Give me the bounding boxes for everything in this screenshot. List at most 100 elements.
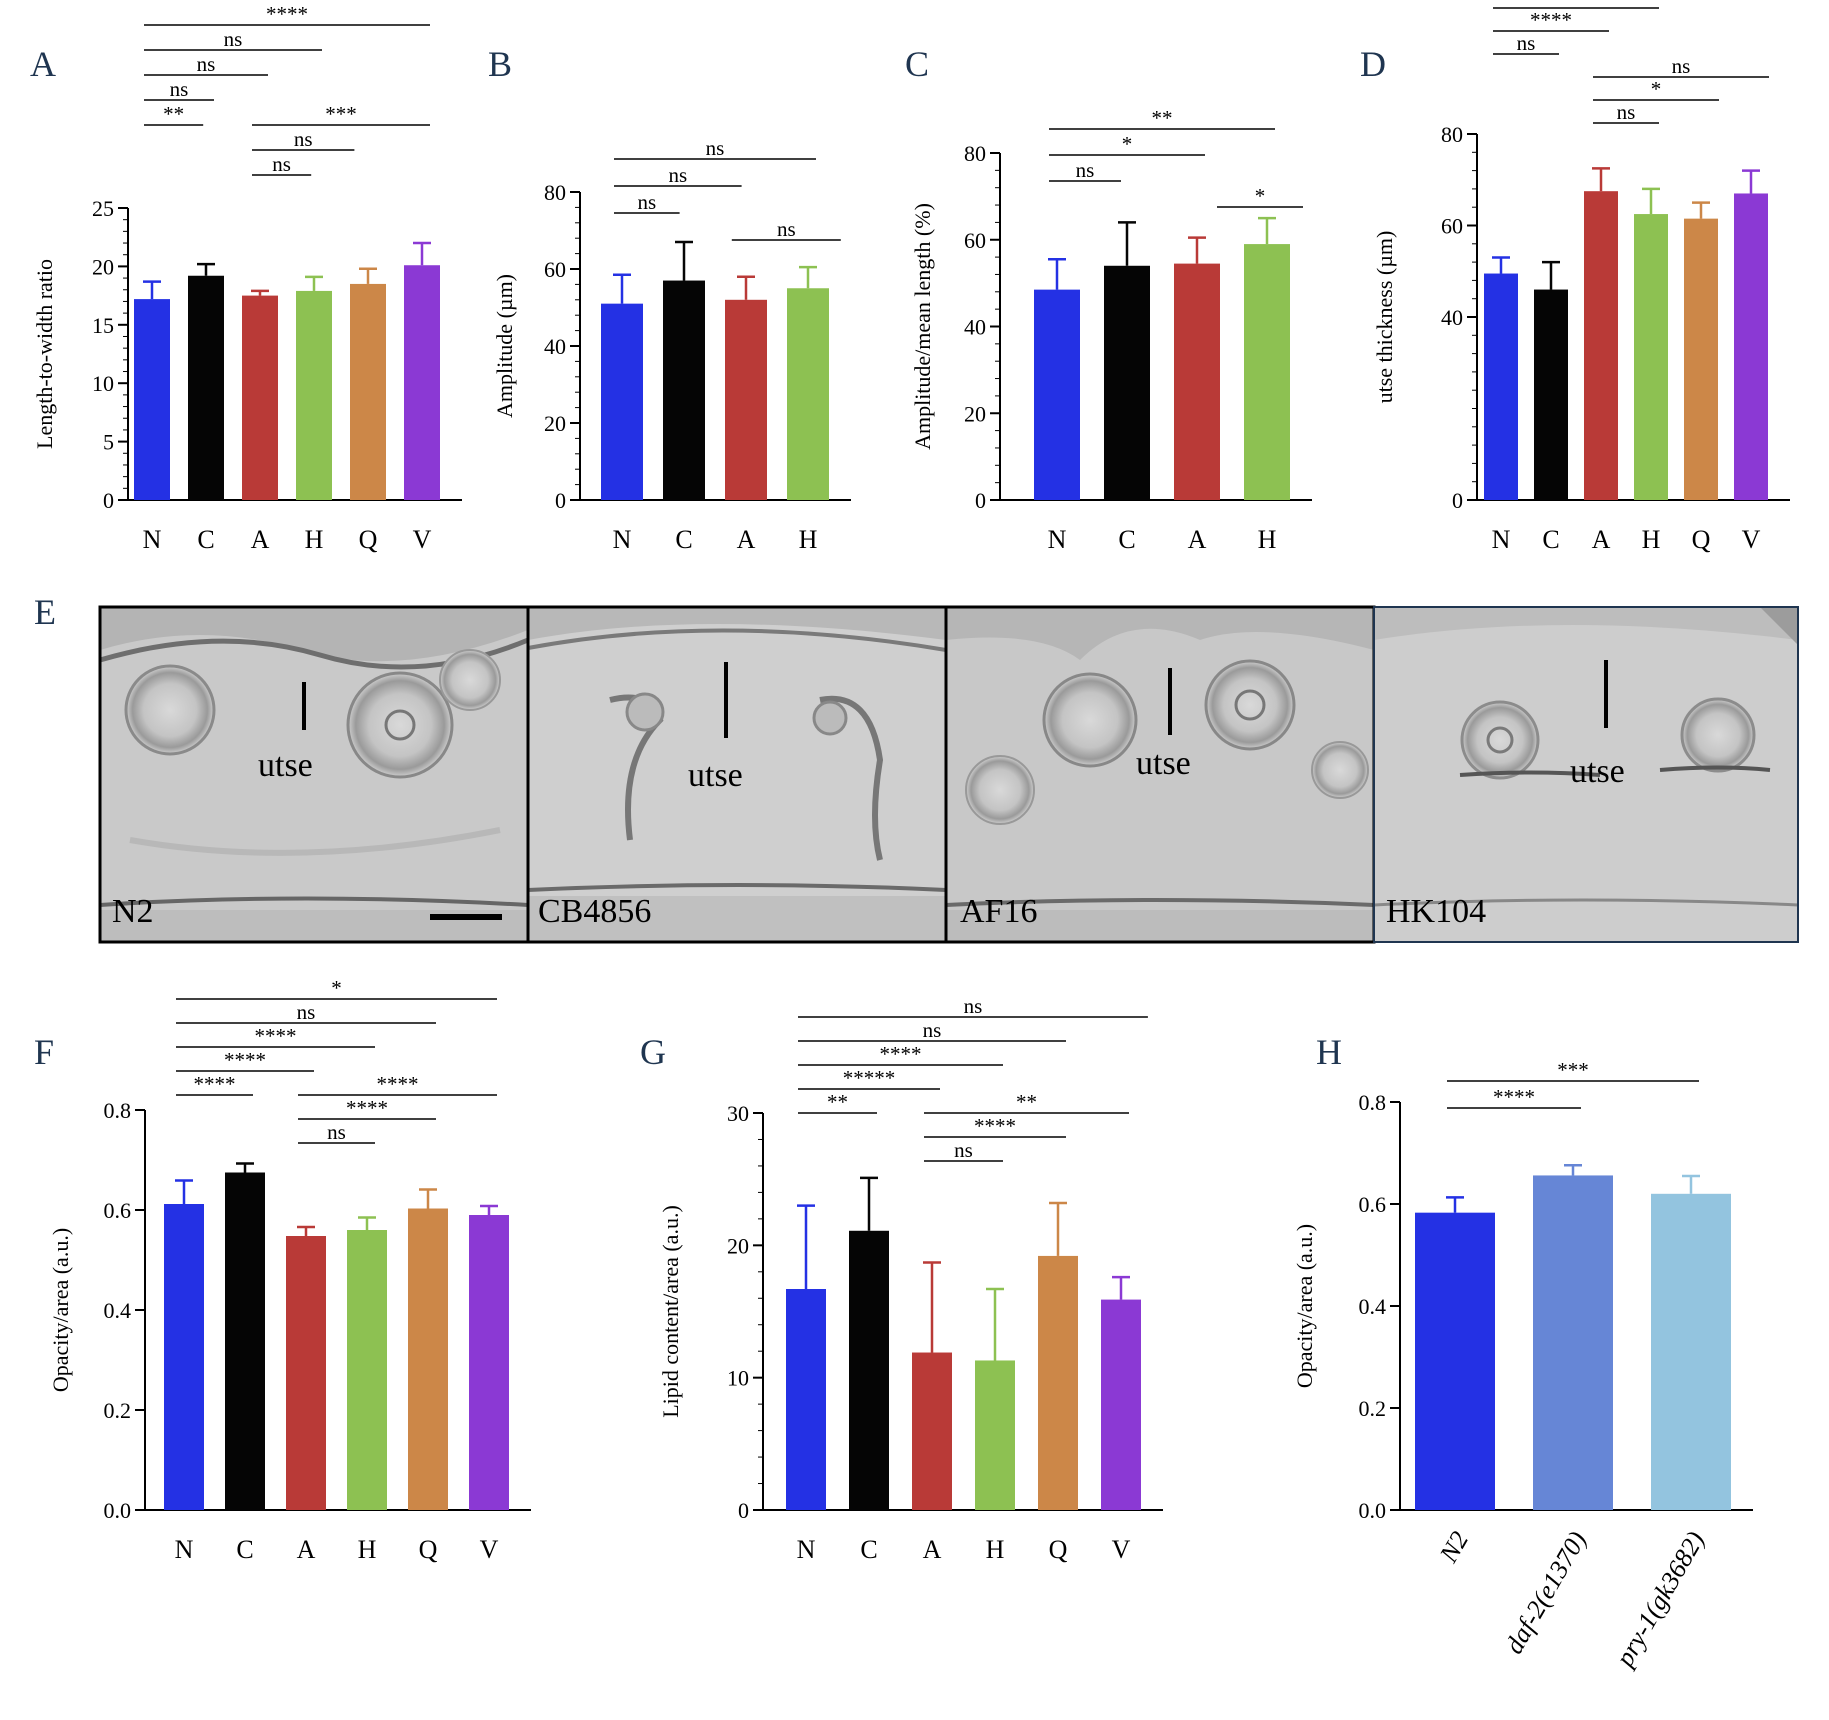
category-label-b: A [737,525,756,554]
category-label-g: N [797,1535,816,1564]
y-tick-label-g: 0 [738,1498,749,1523]
category-label-b: H [799,525,818,554]
category-label-b: N [613,525,632,554]
micrograph-strip: utse N2 utse CB4856 [98,605,1799,944]
category-label-a: Q [359,525,378,554]
bar-a-5 [404,265,440,500]
y-tick-label-d: 60 [1441,214,1463,239]
significance-label-a: ns [272,152,291,176]
significance-label-h: **** [1493,1085,1535,1109]
y-tick-label-a: 25 [92,196,114,221]
utse-label-hk104: utse [1570,753,1625,790]
bar-b-0 [601,303,643,500]
bar-b-2 [725,299,767,500]
category-label-g: A [923,1535,942,1564]
category-label-g: Q [1049,1535,1068,1564]
category-label-d: H [1642,525,1661,554]
category-label-g: C [860,1535,877,1564]
chart-g: 0 10 20 30 Lipid content/area (a.u.) N C A H Q Vns… [658,994,1163,1564]
significance-label-f: **** [194,1072,236,1096]
significance-label-b: ns [706,136,725,160]
category-label-h: daf-2(e1370) [1499,1527,1592,1659]
significance-label-f: ns [297,1000,316,1024]
significance-label-c: ** [1152,106,1173,130]
bar-h-2 [1651,1193,1731,1510]
category-label-d: N [1492,525,1511,554]
y-tick-label-d: 80 [1441,122,1463,147]
significance-label-b: ns [637,190,656,214]
significance-label-a: **** [266,2,308,26]
micrograph-hk104: utse HK104 [1373,606,1799,943]
bar-f-3 [347,1230,387,1510]
significance-label-d: ns [1617,100,1636,124]
category-label-c: H [1258,525,1277,554]
panel-label-a: A [30,44,56,84]
bar-f-4 [408,1208,448,1510]
y-tick-label-a: 15 [92,313,114,338]
category-label-g: H [986,1535,1005,1564]
significance-label-c: * [1255,184,1266,208]
category-label-f: Q [419,1535,438,1564]
y-tick-label-a: 10 [92,371,114,396]
significance-label-d: **** [1530,8,1572,32]
significance-label-b: ns [777,217,796,241]
y-tick-label-a: 5 [103,430,114,455]
bar-a-3 [296,290,332,500]
category-label-f: C [236,1535,253,1564]
strain-label-hk104: HK104 [1386,893,1486,930]
y-tick-label-h: 0.0 [1359,1498,1387,1523]
utse-label-cb4856: utse [688,757,743,794]
y-tick-label-b: 20 [544,411,566,436]
category-label-h: N2 [1433,1527,1474,1569]
y-tick-label-a: 0 [103,488,114,513]
bar-c-1 [1104,265,1150,500]
category-label-d: Q [1692,525,1711,554]
panel-label-e: E [34,592,56,632]
bar-d-3 [1634,214,1668,500]
y-tick-label-g: 20 [727,1233,749,1258]
bar-b-1 [663,280,705,500]
panel-label-c: C [905,44,929,84]
category-label-h: pry-1(gk3682) [1609,1527,1710,1673]
significance-label-g: **** [880,1042,922,1066]
category-label-g: V [1112,1535,1131,1564]
panel-label-d: D [1360,44,1386,84]
y-tick-label-d: 0 [1452,488,1463,513]
bar-f-2 [286,1236,326,1510]
bar-g-3 [975,1360,1015,1510]
panel-label-g: G [640,1032,666,1072]
y-tick-label-g: 30 [727,1101,749,1126]
category-label-a: C [197,525,214,554]
bar-d-0 [1484,273,1518,500]
y-tick-label-a: 20 [92,254,114,279]
y-tick-label-c: 60 [964,228,986,253]
utse-label-af16: utse [1136,745,1191,782]
bar-f-1 [225,1172,265,1510]
bar-g-2 [912,1352,952,1510]
bar-g-0 [786,1289,826,1510]
significance-label-g: ** [1016,1090,1037,1114]
bar-g-1 [849,1230,889,1510]
y-tick-label-f: 0.4 [104,1298,132,1323]
y-tick-label-h: 0.4 [1359,1294,1387,1319]
y-tick-label-c: 0 [975,488,986,513]
category-label-a: A [251,525,270,554]
significance-label-g: ***** [843,1066,896,1090]
category-label-c: N [1048,525,1067,554]
y-tick-label-d: 40 [1441,305,1463,330]
y-tick-label-h: 0.8 [1359,1090,1387,1115]
significance-label-g: ns [964,994,983,1018]
significance-label-c: * [1122,132,1133,156]
significance-label-g: **** [974,1114,1016,1138]
significance-label-f: **** [255,1024,297,1048]
significance-label-a: ns [170,77,189,101]
bar-h-1 [1533,1175,1613,1510]
category-label-f: A [297,1535,316,1564]
bar-c-0 [1034,289,1080,500]
y-tick-label-f: 0.0 [104,1498,132,1523]
category-label-d: C [1542,525,1559,554]
y-tick-label-b: 80 [544,180,566,205]
micrograph-cb4856: utse CB4856 [526,605,948,944]
